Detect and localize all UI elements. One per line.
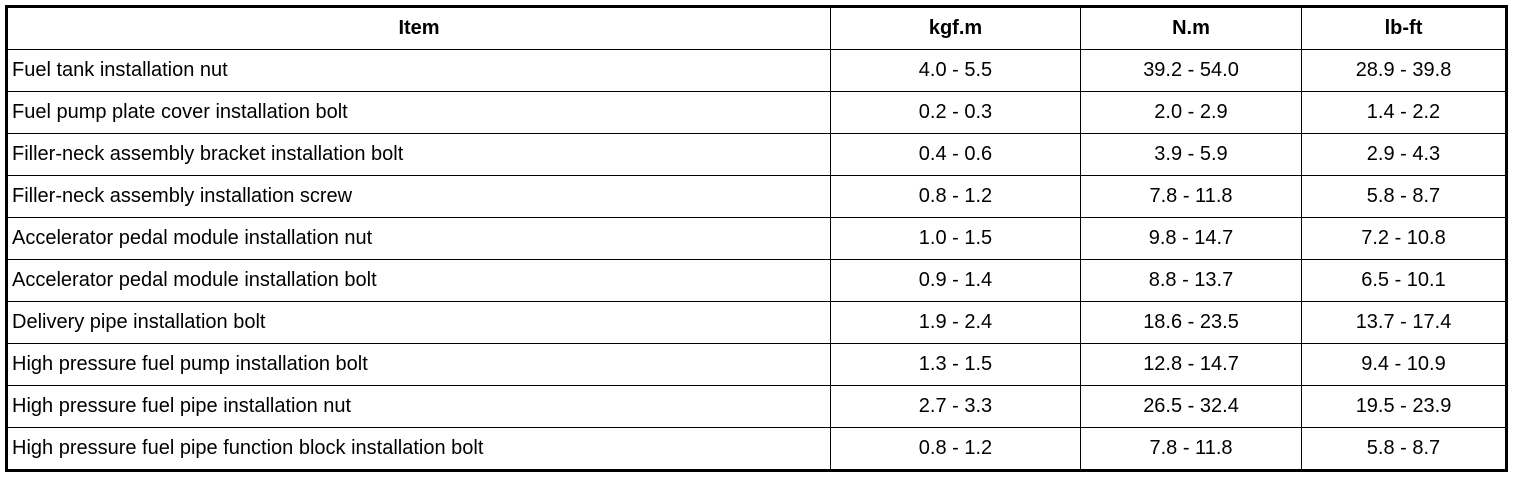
torque-spec-table: Item kgf.m N.m lb-ft Fuel tank installat…: [5, 5, 1508, 472]
lbft-cell: 7.2 - 10.8: [1301, 217, 1507, 260]
nm-cell: 12.8 - 14.7: [1080, 343, 1302, 386]
lbft-cell: 19.5 - 23.9: [1301, 385, 1507, 428]
lbft-cell: 9.4 - 10.9: [1301, 343, 1507, 386]
lbft-cell: 6.5 - 10.1: [1301, 259, 1507, 302]
kgfm-cell: 1.9 - 2.4: [830, 301, 1081, 344]
item-cell: High pressure fuel pump installation bol…: [6, 343, 831, 386]
lbft-cell: 1.4 - 2.2: [1301, 91, 1507, 134]
nm-cell: 18.6 - 23.5: [1080, 301, 1302, 344]
header-row: Item kgf.m N.m lb-ft: [6, 6, 1507, 50]
header-lbft: lb-ft: [1301, 6, 1507, 50]
kgfm-cell: 2.7 - 3.3: [830, 385, 1081, 428]
nm-cell: 26.5 - 32.4: [1080, 385, 1302, 428]
item-cell: High pressure fuel pipe function block i…: [6, 427, 831, 471]
nm-cell: 9.8 - 14.7: [1080, 217, 1302, 260]
kgfm-cell: 4.0 - 5.5: [830, 49, 1081, 92]
lbft-cell: 28.9 - 39.8: [1301, 49, 1507, 92]
table-row: Accelerator pedal module installation nu…: [6, 217, 1507, 260]
nm-cell: 2.0 - 2.9: [1080, 91, 1302, 134]
table-row: High pressure fuel pump installation bol…: [6, 343, 1507, 386]
table-row: High pressure fuel pipe installation nut…: [6, 385, 1507, 428]
nm-cell: 7.8 - 11.8: [1080, 175, 1302, 218]
kgfm-cell: 0.9 - 1.4: [830, 259, 1081, 302]
item-cell: Accelerator pedal module installation nu…: [6, 217, 831, 260]
nm-cell: 3.9 - 5.9: [1080, 133, 1302, 176]
item-cell: Filler-neck assembly bracket installatio…: [6, 133, 831, 176]
table-row: Fuel pump plate cover installation bolt 0…: [6, 91, 1507, 134]
table-row: Filler-neck assembly installation screw 0…: [6, 175, 1507, 218]
kgfm-cell: 0.8 - 1.2: [830, 427, 1081, 471]
kgfm-cell: 0.2 - 0.3: [830, 91, 1081, 134]
table-row: Accelerator pedal module installation bo…: [6, 259, 1507, 302]
item-cell: Fuel pump plate cover installation bolt: [6, 91, 831, 134]
nm-cell: 8.8 - 13.7: [1080, 259, 1302, 302]
table-row: Fuel tank installation nut 4.0 - 5.5 39.2 …: [6, 49, 1507, 92]
kgfm-cell: 1.0 - 1.5: [830, 217, 1081, 260]
table-row: Delivery pipe installation bolt 1.9 - 2.4…: [6, 301, 1507, 344]
nm-cell: 39.2 - 54.0: [1080, 49, 1302, 92]
header-nm: N.m: [1080, 6, 1302, 50]
header-kgfm: kgf.m: [830, 6, 1081, 50]
lbft-cell: 2.9 - 4.3: [1301, 133, 1507, 176]
item-cell: Filler-neck assembly installation screw: [6, 175, 831, 218]
table-row: Filler-neck assembly bracket installatio…: [6, 133, 1507, 176]
table-row: High pressure fuel pipe function block i…: [6, 427, 1507, 471]
kgfm-cell: 0.8 - 1.2: [830, 175, 1081, 218]
nm-cell: 7.8 - 11.8: [1080, 427, 1302, 471]
item-cell: Fuel tank installation nut: [6, 49, 831, 92]
item-cell: Delivery pipe installation bolt: [6, 301, 831, 344]
item-cell: Accelerator pedal module installation bo…: [6, 259, 831, 302]
lbft-cell: 5.8 - 8.7: [1301, 175, 1507, 218]
header-item: Item: [6, 6, 831, 50]
lbft-cell: 13.7 - 17.4: [1301, 301, 1507, 344]
lbft-cell: 5.8 - 8.7: [1301, 427, 1507, 471]
item-cell: High pressure fuel pipe installation nut: [6, 385, 831, 428]
kgfm-cell: 0.4 - 0.6: [830, 133, 1081, 176]
kgfm-cell: 1.3 - 1.5: [830, 343, 1081, 386]
